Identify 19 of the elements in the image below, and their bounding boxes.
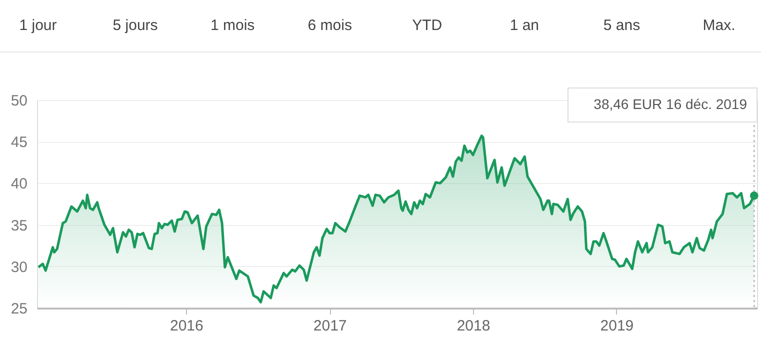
- y-tick-label: 40: [10, 176, 28, 193]
- y-tick-label: 30: [10, 258, 28, 276]
- y-tick-label: 45: [10, 134, 28, 152]
- text: 1 jour: [19, 17, 57, 34]
- annotation: 38,46 EUR 16 déc. 2019: [594, 96, 748, 112]
- text: 5 ans: [603, 17, 640, 34]
- x-tick-label: 2016: [170, 318, 204, 334]
- text: 1 mois: [210, 17, 255, 34]
- text: 5 jours: [112, 17, 158, 34]
- text: 1 an: [510, 17, 540, 34]
- text: Max.: [702, 17, 736, 34]
- x-tick-label: 2017: [313, 318, 347, 334]
- y-tick-label: 25: [10, 300, 28, 318]
- x-tick-label: 2018: [456, 318, 490, 334]
- text: YTD: [412, 17, 442, 34]
- x-tick-label: 2019: [600, 318, 634, 334]
- y-tick-label: 35: [10, 217, 28, 234]
- text: 6 mois: [308, 17, 352, 34]
- y-tick-label: 50: [10, 92, 28, 110]
